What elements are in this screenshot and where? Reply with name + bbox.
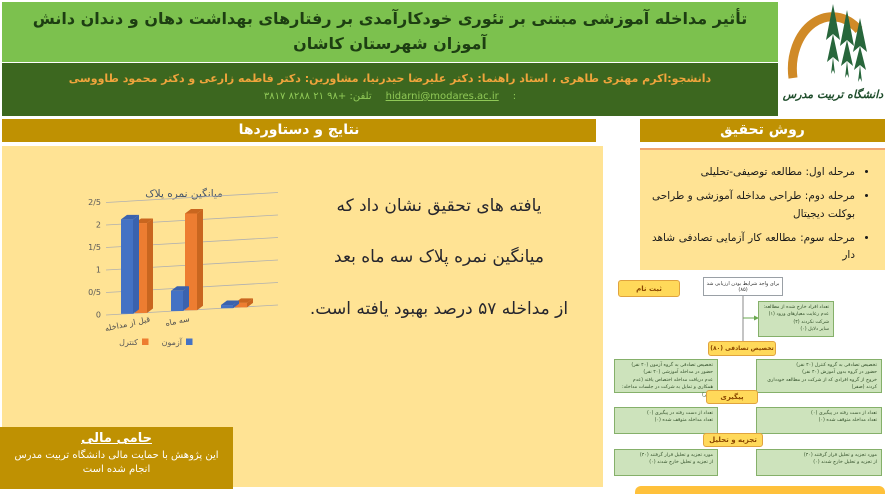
flow-eligibility-box: برای واجد شرایط بودن ارزیابی شد (۸۵) (703, 277, 783, 296)
flow-followup-test-line: تعداد مداخله متوقف شده (۰) (654, 418, 713, 424)
authors-line: دانشجو:اکرم مهتری طاهری ، استاد راهنما: … (68, 72, 712, 85)
flow-test-group-line: تخصیص تصادفی به گروه آزمون (۴۰ نفر) (631, 363, 713, 368)
svg-text:سه ماه: سه ماه (165, 314, 191, 328)
poster-title-text: تأثیر مداخله آموزشی مبتنی بر تئوری خودکا… (32, 9, 748, 53)
svg-text:0/5: 0/5 (88, 288, 101, 297)
university-logo-icon (787, 4, 867, 82)
method-bullet: مرحله سوم: مطالعه کار آزمایی تصادفی شاهد… (652, 231, 855, 262)
sponsor-body: این پژوهش با حمایت مالی دانشگاه تربیت مد… (14, 450, 219, 475)
flow-excluded-line: تعداد افراد خارج شده از مطالعه: (763, 305, 829, 310)
flow-analysis-test-line: از تجزیه و تحلیل خارج شدند (۰) (649, 460, 713, 466)
flow-randomized-box: تخصیص تصادفی (۸۰) (708, 341, 776, 356)
email-colon: : (512, 91, 517, 102)
svg-text:قبل از مداخله: قبل از مداخله (104, 315, 151, 333)
flow-test-group-box: تخصیص تصادفی به گروه آزمون (۴۰ نفر) حضور … (614, 359, 718, 398)
flow-analysis-test-line: مورد تجزیه و تحلیل قرار گرفتند (۴۰) (639, 453, 713, 458)
svg-text:1/5: 1/5 (88, 243, 101, 252)
method-panel: مرحله اول: مطالعه توصیفی-تحلیلی مرحله دوم… (640, 148, 885, 270)
flow-excluded-line: عدم رعایت معیارهای ورود (۱) (768, 312, 829, 318)
authors-block: دانشجو:اکرم مهتری طاهری ، استاد راهنما: … (2, 63, 778, 116)
svg-text:کنترل: کنترل (119, 338, 138, 347)
flow-excluded-line: شرکت نکردند (۴) (793, 319, 829, 325)
flow-enrollment-label: ثبت نام (618, 280, 680, 297)
flow-analysis-control-box: مورد تجزیه و تحلیل قرار گرفتند (۴۰) از تج… (756, 449, 882, 476)
consort-flowchart: ثبت نام برای واجد شرایط بودن ارزیابی شد … (608, 275, 887, 494)
svg-text:0: 0 (96, 311, 101, 320)
results-section-header: نتایج و دستاوردها (2, 119, 596, 142)
svg-text:1: 1 (96, 266, 101, 275)
poster-title: تأثیر مداخله آموزشی مبتنی بر تئوری خودکا… (2, 2, 778, 62)
flow-excluded-box: تعداد افراد خارج شده از مطالعه: عدم رعایت… (758, 301, 834, 337)
method-bullet: مرحله اول: مطالعه توصیفی-تحلیلی (700, 166, 855, 178)
email-link[interactable]: hidarni@modares.ac.ir (385, 91, 499, 102)
svg-text:2/5: 2/5 (88, 198, 101, 207)
flow-followup-test-box: تعداد از دست رفته در پیگیری (۰) تعداد مدا… (614, 407, 718, 434)
flowchart-connectors (742, 296, 759, 341)
flow-analysis-control-line: مورد تجزیه و تحلیل قرار گرفتند (۴۰) (803, 453, 877, 458)
flow-analysis-label: تجزیه و تحلیل (703, 433, 763, 447)
sponsor-header: حامی مالی (81, 431, 152, 446)
flow-excluded-line: سایر دلایل (۰) (800, 327, 829, 333)
flow-control-group-box: تخصیص تصادفی به گروه کنترل (۴۰ نفر) حضور … (756, 359, 882, 393)
flow-test-group-line: عدم دریافت مداخله اختصاص یافته (عدم همکا… (621, 377, 713, 398)
phone-text: تلفن: +۹۸ ۲۱ ۸۲۸۸ ۳۸۱۷ (263, 91, 372, 102)
flow-control-group-line: تخصیص تصادفی به گروه کنترل (۴۰ نفر) (796, 363, 877, 368)
flow-followup-control-line: تعداد مداخله متوقف شده (۰) (818, 418, 877, 424)
flow-followup-test-line: تعداد از دست رفته در پیگیری (۰) (647, 411, 713, 416)
findings-line: یافته های تحقیق نشان داد که (336, 196, 542, 216)
flow-analysis-control-line: از تجزیه و تحلیل خارج شدند (۰) (813, 460, 877, 466)
university-logo-caption: دانشگاه تربیت مدرس (782, 88, 884, 101)
svg-text:آزمون: آزمون (162, 337, 183, 347)
flow-test-group-line: حضور در مداخله آموزشی (۴۰ نفر) (643, 370, 713, 376)
flow-control-group-line: حضور در گروه بدون آموزش (۴۰ نفر) (802, 370, 877, 376)
findings-line: میانگین نمره پلاک سه ماه بعد (334, 247, 544, 268)
contact-line: : hidarni@modares.ac.ir تلفن: +۹۸ ۲۱ ۸۲۸… (2, 85, 778, 102)
method-bullet-list: مرحله اول: مطالعه توصیفی-تحلیلی مرحله دوم… (652, 164, 867, 265)
method-section-header: روش تحقیق (640, 119, 885, 142)
flow-control-group-line: خروج از گروه افرادی که از شرکت در مطالعه… (767, 377, 877, 391)
sponsor-box: حامی مالی این پژوهش با حمایت مالی دانشگا… (0, 427, 233, 489)
flow-followup-control-line: تعداد از دست رفته در پیگیری (۰) (811, 411, 877, 416)
method-bullet: مرحله دوم: طراحی مداخله آموزشی و طراحی ب… (652, 190, 855, 220)
flow-followup-control-box: تعداد از دست رفته در پیگیری (۰) تعداد مدا… (756, 407, 882, 434)
findings-text: یافته های تحقیق نشان داد که میانگین نمره … (288, 196, 590, 350)
bottom-section-bar (635, 486, 885, 494)
flow-followup-label: پیگیری (706, 390, 758, 404)
flow-analysis-test-box: مورد تجزیه و تحلیل قرار گرفتند (۴۰) از تج… (614, 449, 718, 476)
university-logo: دانشگاه تربیت مدرس (779, 0, 887, 118)
svg-text:2: 2 (96, 221, 101, 230)
findings-line: از مداخله ۵۷ درصد بهبود یافته است. (309, 298, 569, 319)
